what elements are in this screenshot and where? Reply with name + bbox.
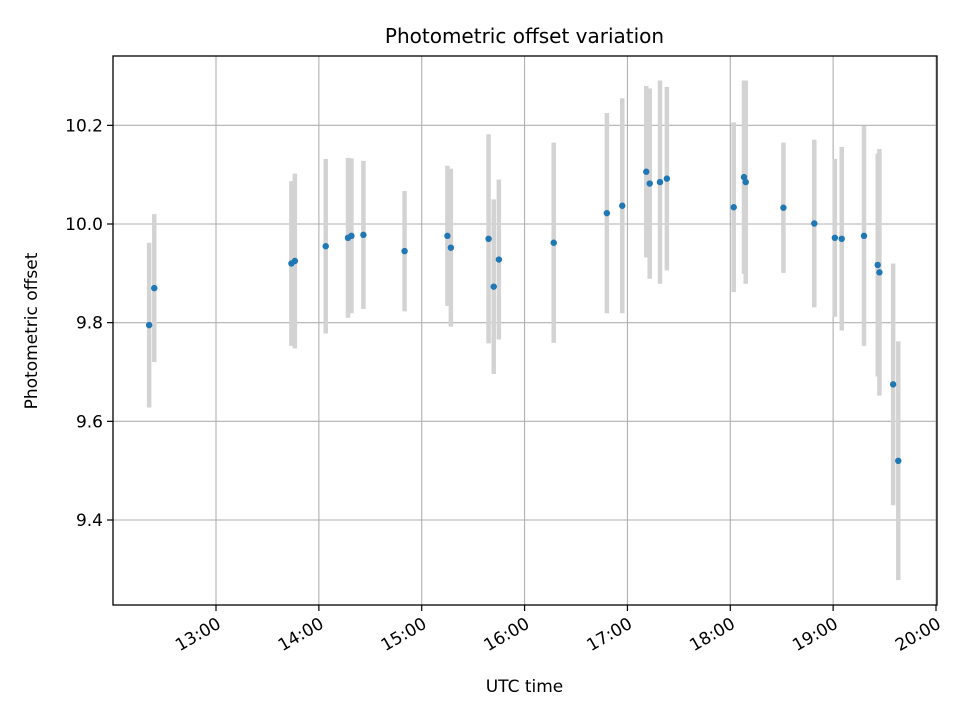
y-tick-label: 10.2 — [65, 116, 103, 136]
data-point — [322, 243, 329, 250]
grid — [113, 56, 937, 605]
data-point — [603, 209, 611, 217]
data-point — [831, 234, 839, 242]
y-axis-label: Photometric offset — [22, 252, 42, 409]
data-point — [876, 269, 883, 276]
data-point — [495, 256, 503, 263]
data-point — [874, 261, 881, 269]
data-point — [619, 202, 626, 209]
data-point — [860, 232, 868, 240]
data-point — [348, 232, 355, 240]
chart-title: Photometric offset variation — [385, 24, 664, 48]
data-point — [550, 239, 557, 246]
data-points — [145, 168, 902, 464]
error-bars — [146, 80, 901, 581]
data-point — [895, 457, 902, 464]
data-point — [742, 178, 749, 186]
y-tick-label: 9.8 — [76, 314, 103, 334]
data-point — [444, 232, 451, 240]
data-point — [291, 257, 299, 265]
data-point — [151, 284, 158, 292]
x-tick-label: 15:00 — [378, 614, 430, 656]
x-tick-label: 14:00 — [275, 614, 327, 656]
data-point — [656, 178, 664, 186]
y-tick-label: 9.4 — [76, 511, 103, 531]
x-tick-label: 18:00 — [686, 614, 738, 656]
x-axis-label: UTC time — [486, 677, 564, 697]
data-point — [838, 235, 845, 242]
y-tick-label: 10.0 — [65, 215, 103, 235]
data-point — [889, 381, 897, 388]
x-tick-label: 13:00 — [172, 614, 224, 656]
x-tick-label: 20:00 — [892, 614, 944, 656]
x-axis-ticks: 13:00 14:00 15:00 16:00 17:00 18:00 19:00 20:00 — [172, 605, 945, 656]
data-point — [401, 247, 408, 255]
data-point — [780, 204, 787, 211]
data-point — [643, 168, 650, 175]
y-axis-ticks: 9.4 9.6 9.8 10.0 10.2 — [65, 116, 113, 531]
data-point — [447, 244, 455, 251]
data-point — [663, 175, 671, 182]
x-tick-label: 19:00 — [789, 614, 841, 656]
y-tick-label: 9.6 — [76, 412, 103, 432]
data-point — [811, 220, 818, 227]
data-point — [740, 173, 748, 181]
data-point — [646, 180, 653, 187]
data-point — [730, 204, 737, 211]
data-point — [485, 235, 492, 242]
data-point — [490, 283, 497, 290]
x-tick-label: 17:00 — [583, 614, 635, 656]
data-point — [145, 321, 153, 329]
x-tick-label: 16:00 — [481, 614, 533, 656]
data-point — [360, 231, 367, 239]
